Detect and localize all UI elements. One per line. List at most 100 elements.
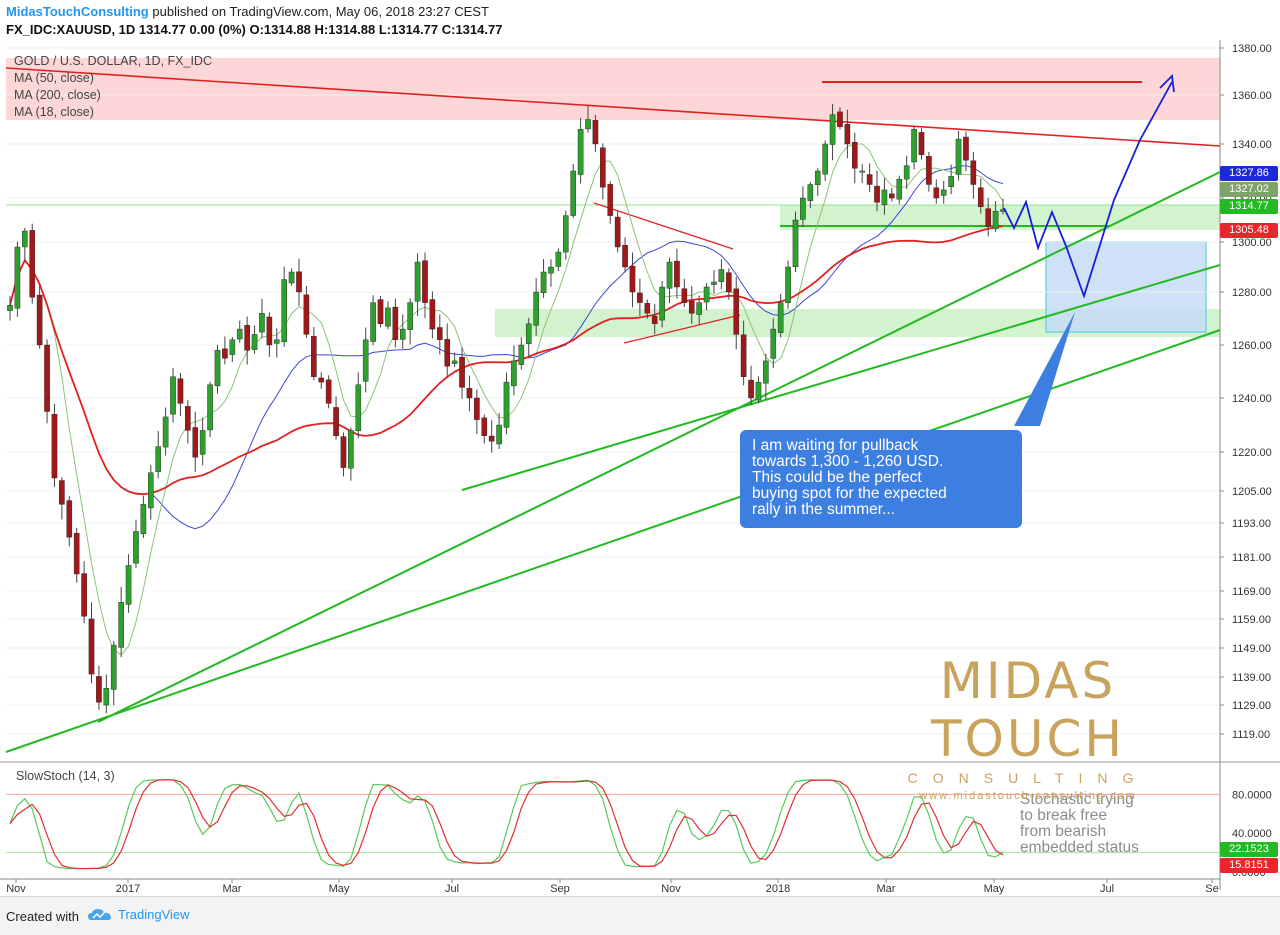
candle-body: [844, 124, 851, 145]
axis-tick-label: 1181.00: [1232, 552, 1271, 564]
axis-tick-label: 1119.00: [1232, 729, 1270, 741]
candle-body: [948, 176, 954, 187]
stoch-d-line: [9, 779, 1004, 870]
candle-body: [422, 260, 428, 303]
candle-body: [437, 327, 443, 340]
tradingview-label: TradingView: [118, 907, 190, 922]
candle-body: [110, 644, 117, 690]
candle-body: [222, 348, 228, 359]
projection-line: [1003, 81, 1173, 299]
candle-body: [592, 119, 599, 145]
candle-body: [977, 187, 984, 207]
candle-body: [600, 147, 606, 188]
time-tick-label: Mar: [877, 883, 896, 895]
time-tick-label: 2017: [116, 883, 140, 895]
chart-legend: GOLD / U.S. DOLLAR, 1D, FX_IDC MA (50, c…: [14, 53, 212, 121]
time-tick-label: Mar: [223, 883, 242, 895]
candle-body: [414, 261, 421, 302]
candle-body: [985, 208, 991, 227]
candle-body: [73, 533, 80, 575]
axis-tick-label: 1380.00: [1232, 43, 1272, 55]
candle-body: [644, 303, 651, 314]
time-tick-label: Nov: [6, 883, 26, 895]
candle-body: [444, 339, 451, 367]
candle-body: [185, 406, 191, 431]
candle-body: [385, 307, 391, 327]
candle-body: [533, 291, 539, 326]
candle-body: [829, 114, 836, 145]
candle-body: [370, 302, 376, 342]
candle-body: [963, 136, 969, 161]
candle-body: [348, 430, 354, 469]
candle-body: [377, 299, 384, 325]
candle-body: [7, 305, 13, 311]
axis-tick-label: 1129.00: [1232, 700, 1271, 712]
candle-body: [548, 266, 554, 274]
candle-body: [696, 302, 702, 315]
candle-body: [570, 170, 576, 216]
published-text: published on TradingView.com, May 06, 20…: [152, 4, 489, 19]
candle-body: [851, 141, 858, 169]
price-chart[interactable]: 1380.001360.001340.001320.001300.001280.…: [0, 0, 1280, 896]
candle-body: [792, 219, 799, 268]
candle-body: [459, 356, 465, 388]
candle-body: [911, 129, 917, 163]
tradingview-cloud-icon: [88, 908, 111, 920]
candle-body: [481, 417, 488, 437]
candle-body: [511, 360, 517, 387]
candle-body: [192, 427, 199, 458]
candle-body: [162, 416, 169, 448]
candle-body: [525, 323, 532, 344]
stochastic-note: Stochastic trying to break free from bea…: [1020, 791, 1139, 856]
candle-body: [933, 187, 940, 199]
price-tag: 1305.48: [1220, 223, 1278, 238]
candle-body: [651, 315, 658, 325]
candle-body: [251, 334, 258, 350]
author-link[interactable]: MidasTouchConsulting: [6, 4, 149, 19]
axis-tick-label: 1139.00: [1232, 672, 1271, 684]
candle-body: [785, 266, 791, 303]
candle-body: [88, 618, 95, 675]
axis-tick-label: 1300.00: [1232, 237, 1272, 249]
midas-logo: MIDAS TOUCH CONSULTING www.midastouch-co…: [838, 652, 1218, 802]
long-resistance-line: [5, 67, 1221, 147]
candle-body: [688, 300, 695, 314]
candle-body: [629, 265, 636, 293]
candle-body: [474, 397, 480, 420]
candle-body: [125, 565, 132, 605]
candle-body: [103, 688, 110, 706]
candle-body: [214, 350, 221, 387]
candle-body: [318, 377, 325, 383]
candle-body: [244, 325, 250, 351]
steep-support-line: [97, 171, 1221, 723]
time-axis: Nov 2017 Mar May Jul Sep Nov 2018 Mar May Jul Se: [0, 878, 1220, 895]
candle-body: [133, 531, 139, 564]
candle-body: [607, 184, 614, 216]
candle-body: [155, 446, 162, 472]
background-zones: [6, 58, 1220, 337]
ma50-line: [9, 165, 1004, 530]
tradingview-link[interactable]: TradingView: [88, 907, 190, 922]
candle-body: [807, 184, 814, 201]
legend-ma50: MA (50, close): [14, 71, 94, 85]
resistance-zone: [6, 58, 1220, 120]
candle-body: [288, 271, 295, 284]
candle-body: [36, 294, 43, 346]
candle-body: [311, 335, 317, 378]
time-tick-label: 2018: [766, 883, 790, 895]
axis-tick-label: 1169.00: [1232, 586, 1271, 598]
price-tag: 1327.86: [1220, 166, 1278, 181]
candle-body: [59, 480, 65, 505]
candle-body: [859, 170, 866, 173]
time-tick-label: May: [984, 883, 1005, 895]
candle-body: [666, 261, 673, 289]
candle-body: [889, 193, 895, 199]
candle-body: [407, 302, 413, 330]
candle-body: [333, 407, 339, 437]
projection-path: [1003, 74, 1175, 426]
candle-body: [718, 269, 725, 282]
candle-body: [340, 436, 347, 468]
candle-body: [614, 216, 621, 248]
candle-body: [229, 339, 236, 355]
candle-body: [814, 170, 821, 186]
